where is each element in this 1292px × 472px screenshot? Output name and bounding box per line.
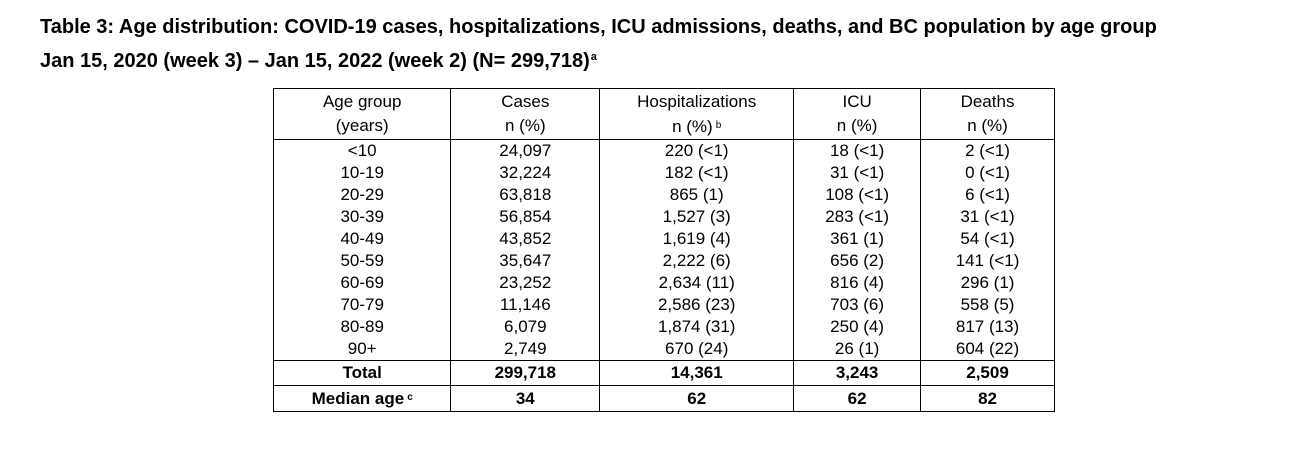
total-deaths: 2,509 <box>920 360 1055 386</box>
deaths-cell: 141 (<1) <box>920 250 1055 272</box>
icu-cell: 26 (1) <box>793 338 922 361</box>
table-row: 70-79 11,146 2,586 (23) 703 (6) 558 (5) <box>272 294 1055 316</box>
cases-cell: 11,146 <box>450 294 601 316</box>
table-row: 30-39 56,854 1,527 (3) 283 (<1) 31 (<1) <box>272 206 1055 228</box>
total-row: Total 299,718 14,361 3,243 2,509 <box>272 360 1055 386</box>
deaths-cell: 817 (13) <box>920 316 1055 338</box>
table-row: 20-29 63,818 865 (1) 108 (<1) 6 (<1) <box>272 184 1055 206</box>
hospitalizations-cell: 2,634 (11) <box>599 272 795 294</box>
cases-cell: 23,252 <box>450 272 601 294</box>
cases-cell: 43,852 <box>450 228 601 250</box>
header-icu-line1: ICU <box>842 92 872 111</box>
deaths-cell: 2 (<1) <box>920 139 1055 162</box>
median-age-hospitalizations: 62 <box>599 385 795 412</box>
hospitalizations-cell: 1,619 (4) <box>599 228 795 250</box>
icu-cell: 250 (4) <box>793 316 922 338</box>
median-age-label: Median age <box>311 389 405 408</box>
deaths-cell: 558 (5) <box>920 294 1055 316</box>
median-age-cases: 34 <box>450 385 601 412</box>
title-line-2: Jan 15, 2020 (week 3) – Jan 15, 2022 (we… <box>40 42 1280 76</box>
age-distribution-table: Age group (years) Cases n (%) Hospitaliz… <box>272 88 1055 412</box>
table-row: 90+ 2,749 670 (24) 26 (1) 604 (22) <box>272 338 1055 361</box>
age-group-cell: 40-49 <box>272 228 452 250</box>
icu-cell: 703 (6) <box>793 294 922 316</box>
icu-cell: 283 (<1) <box>793 206 922 228</box>
table-row: 10-19 32,224 182 (<1) 31 (<1) 0 (<1) <box>272 162 1055 184</box>
icu-cell: 361 (1) <box>793 228 922 250</box>
header-hosp-line2-text: n (%) <box>672 116 713 136</box>
header-cases-line2: n (%) <box>504 116 546 135</box>
header-hosp-line2: n (%) b <box>600 114 793 139</box>
median-age-footnote-marker: c <box>407 392 413 403</box>
deaths-cell: 0 (<1) <box>920 162 1055 184</box>
age-group-cell: 70-79 <box>272 294 452 316</box>
total-cases: 299,718 <box>450 360 601 386</box>
header-age-group-line1: Age group <box>322 92 402 111</box>
header-row: Age group (years) Cases n (%) Hospitaliz… <box>272 88 1055 140</box>
header-deaths-line1: Deaths <box>960 92 1015 111</box>
cases-cell: 32,224 <box>450 162 601 184</box>
table-row: 60-69 23,252 2,634 (11) 816 (4) 296 (1) <box>272 272 1055 294</box>
icu-cell: 816 (4) <box>793 272 922 294</box>
icu-cell: 656 (2) <box>793 250 922 272</box>
median-age-row: Median age c 34 62 62 82 <box>272 385 1055 412</box>
hospitalizations-cell: 220 (<1) <box>599 139 795 162</box>
hospitalizations-cell: 2,222 (6) <box>599 250 795 272</box>
hospitalizations-cell: 865 (1) <box>599 184 795 206</box>
age-group-cell: 20-29 <box>272 184 452 206</box>
header-cases-line1: Cases <box>501 92 550 111</box>
median-age-label-cell: Median age c <box>272 385 452 412</box>
age-group-cell: 90+ <box>272 338 452 361</box>
age-group-cell: 50-59 <box>272 250 452 272</box>
total-label: Total <box>272 360 452 386</box>
cases-cell: 56,854 <box>450 206 601 228</box>
total-icu: 3,243 <box>793 360 922 386</box>
deaths-cell: 604 (22) <box>920 338 1055 361</box>
cases-cell: 63,818 <box>450 184 601 206</box>
cases-cell: 35,647 <box>450 250 601 272</box>
header-deaths-line2: n (%) <box>967 116 1008 135</box>
cases-cell: 24,097 <box>450 139 601 162</box>
age-group-cell: 10-19 <box>272 162 452 184</box>
cases-cell: 2,749 <box>450 338 601 361</box>
icu-cell: 31 (<1) <box>793 162 922 184</box>
header-cases: Cases n (%) <box>450 88 601 140</box>
table-row: 40-49 43,852 1,619 (4) 361 (1) 54 (<1) <box>272 228 1055 250</box>
median-age-icu: 62 <box>793 385 922 412</box>
header-icu: ICU n (%) <box>793 88 922 140</box>
age-group-cell: 80-89 <box>272 316 452 338</box>
header-hosp-line1: Hospitalizations <box>637 91 757 111</box>
header-deaths: Deaths n (%) <box>920 88 1055 140</box>
header-hospitalizations: Hospitalizations n (%) b <box>599 88 795 140</box>
age-group-cell: 30-39 <box>272 206 452 228</box>
hospitalizations-cell: 2,586 (23) <box>599 294 795 316</box>
header-age-group: Age group (years) <box>272 88 452 140</box>
header-age-group-line2: (years) <box>335 116 389 135</box>
title-line-1: Table 3: Age distribution: COVID-19 case… <box>40 16 1157 38</box>
table-row: 50-59 35,647 2,222 (6) 656 (2) 141 (<1) <box>272 250 1055 272</box>
hospitalizations-cell: 182 (<1) <box>599 162 795 184</box>
table-row: <10 24,097 220 (<1) 18 (<1) 2 (<1) <box>272 139 1055 162</box>
title-footnote-marker: a <box>590 51 597 63</box>
table-row: 80-89 6,079 1,874 (31) 250 (4) 817 (13) <box>272 316 1055 338</box>
deaths-cell: 296 (1) <box>920 272 1055 294</box>
deaths-cell: 54 (<1) <box>920 228 1055 250</box>
icu-cell: 108 (<1) <box>793 184 922 206</box>
table-title: Table 3: Age distribution: COVID-19 case… <box>40 12 1280 76</box>
deaths-cell: 6 (<1) <box>920 184 1055 206</box>
total-hospitalizations: 14,361 <box>599 360 795 386</box>
title-line-2-text: Jan 15, 2020 (week 3) – Jan 15, 2022 (we… <box>40 50 590 72</box>
cases-cell: 6,079 <box>450 316 601 338</box>
icu-cell: 18 (<1) <box>793 139 922 162</box>
deaths-cell: 31 (<1) <box>920 206 1055 228</box>
age-group-cell: <10 <box>272 139 452 162</box>
hospitalizations-cell: 670 (24) <box>599 338 795 361</box>
header-hosp-footnote-marker: b <box>715 119 722 131</box>
median-age-deaths: 82 <box>920 385 1055 412</box>
hospitalizations-cell: 1,527 (3) <box>599 206 795 228</box>
header-icu-line2: n (%) <box>836 116 878 135</box>
hospitalizations-cell: 1,874 (31) <box>599 316 795 338</box>
age-group-cell: 60-69 <box>272 272 452 294</box>
